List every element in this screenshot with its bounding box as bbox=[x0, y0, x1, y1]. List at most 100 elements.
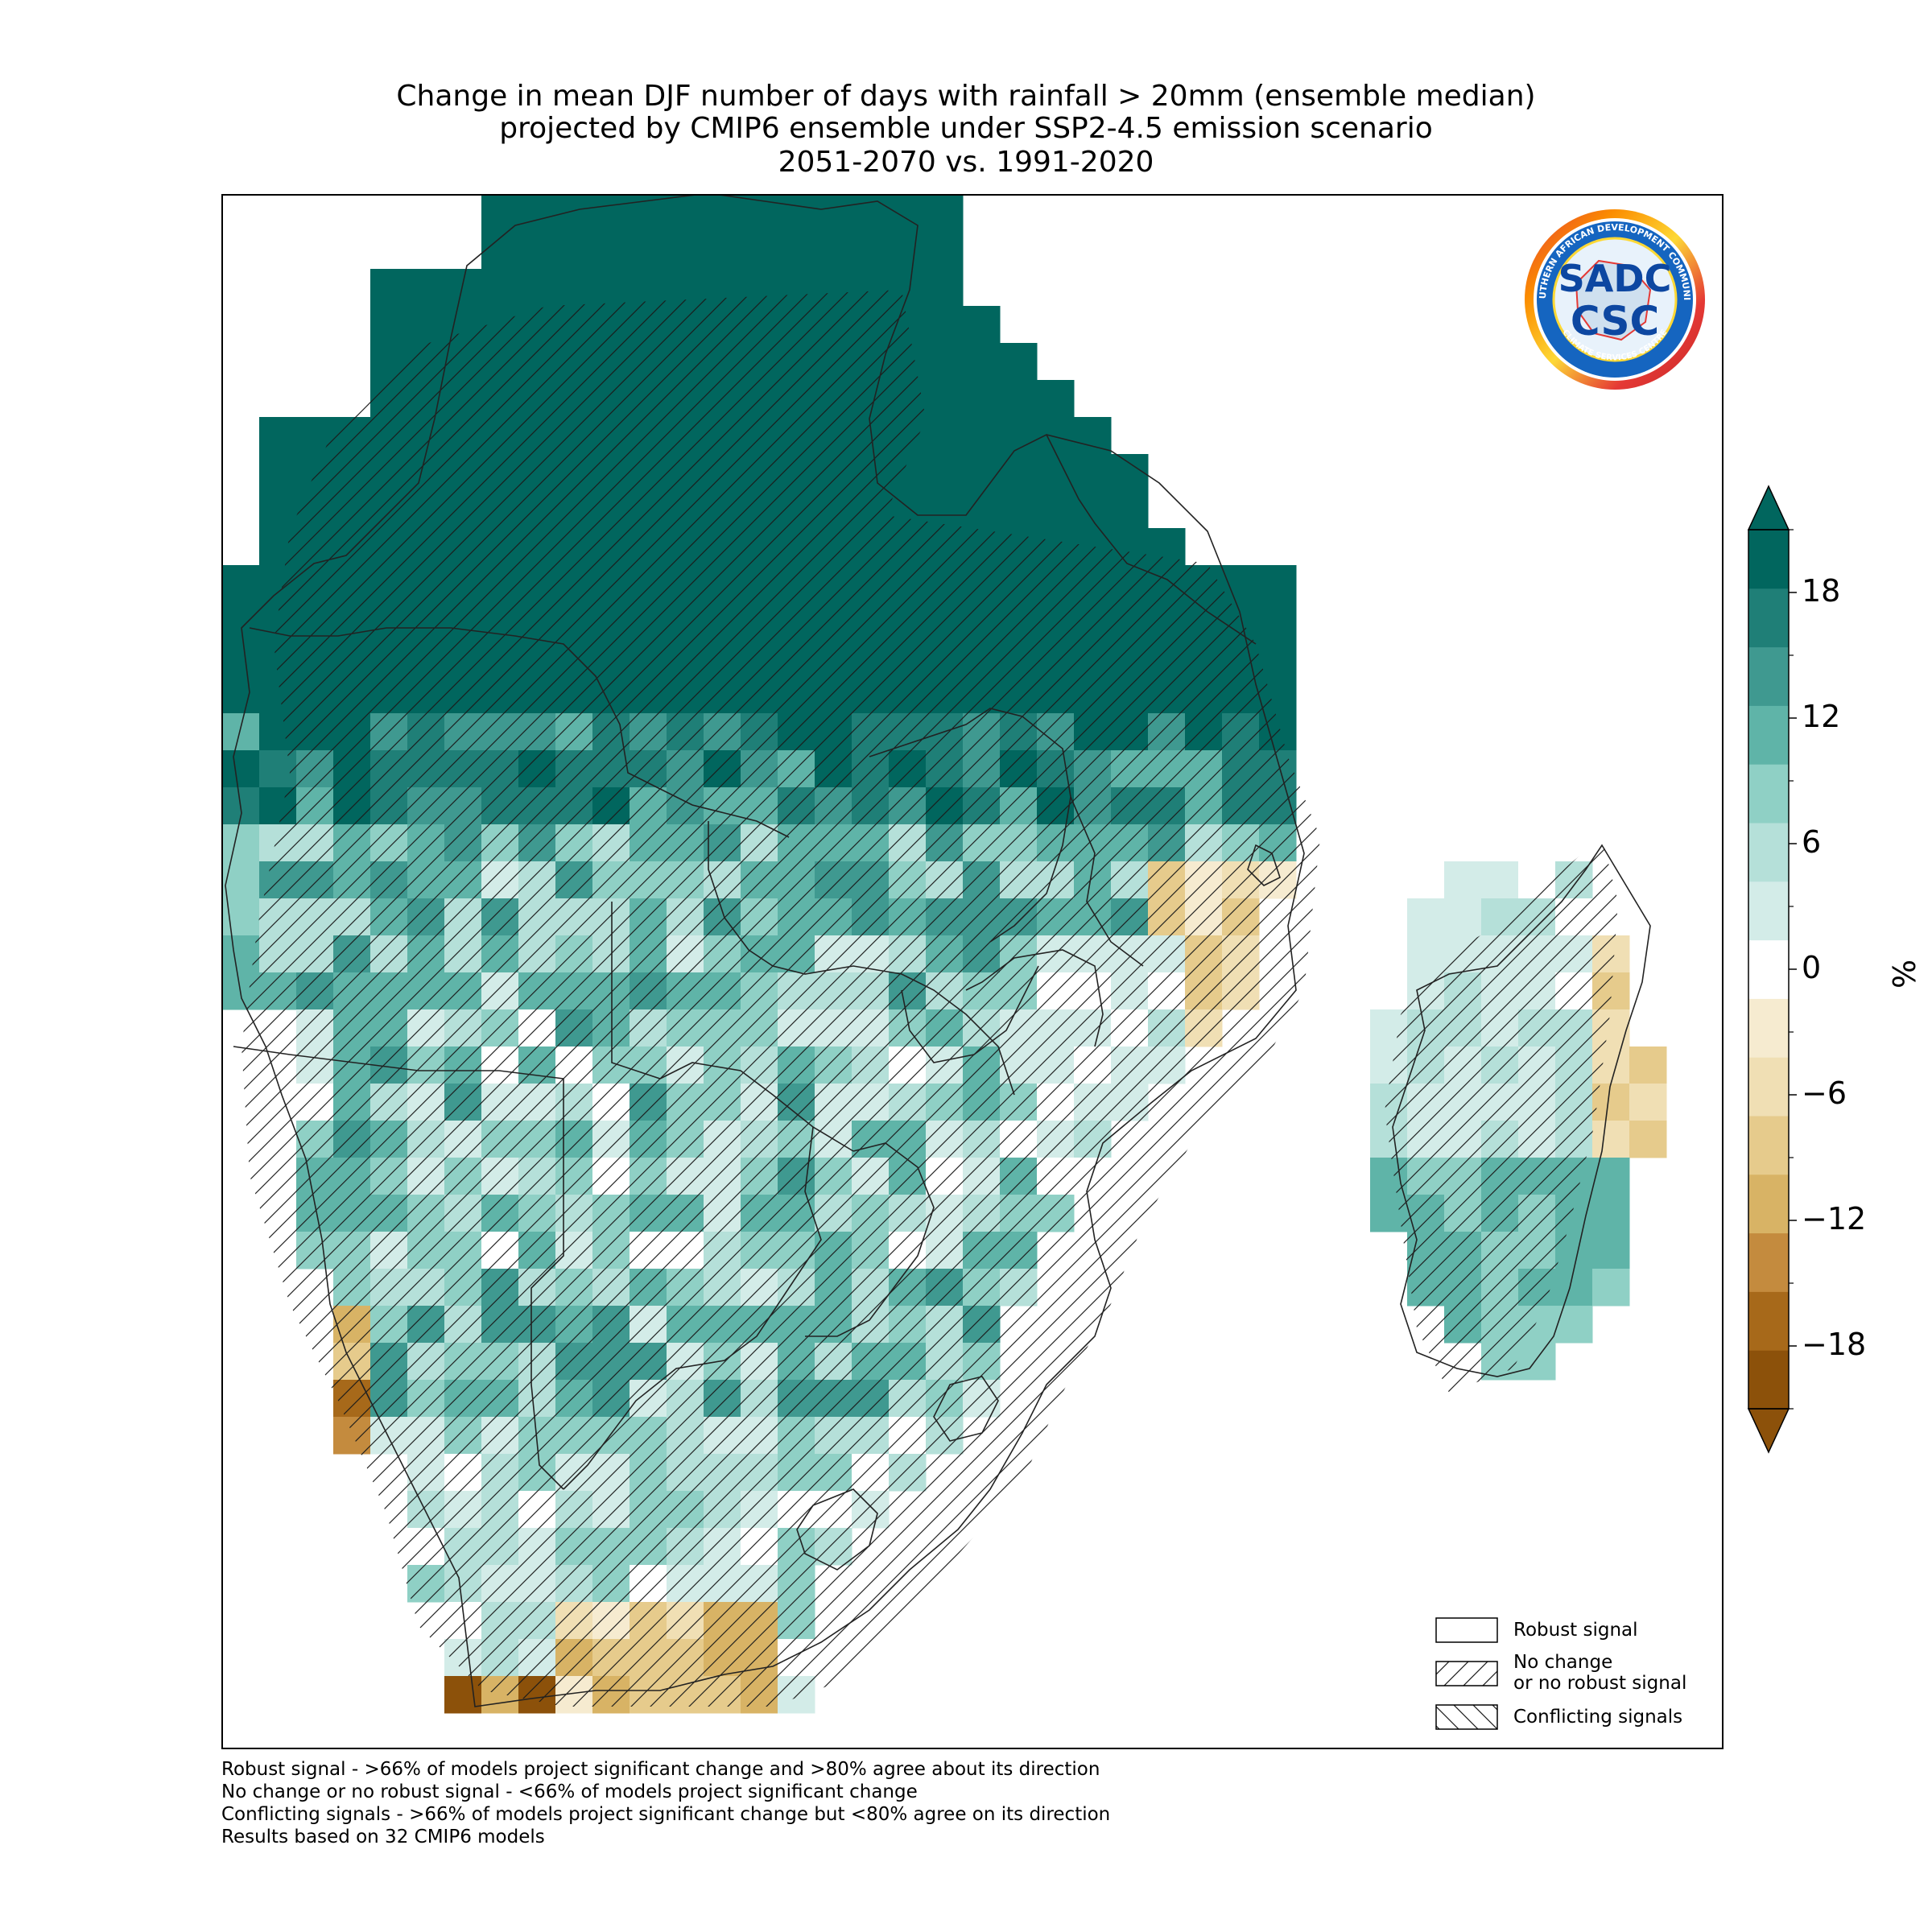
grid-cell bbox=[259, 491, 297, 529]
grid-cell bbox=[1481, 861, 1519, 899]
grid-cell bbox=[1037, 417, 1075, 455]
grid-cell bbox=[1000, 454, 1038, 492]
grid-cell bbox=[444, 269, 482, 307]
grid-cell bbox=[815, 232, 852, 270]
grid-cell bbox=[852, 195, 890, 233]
grid-cell bbox=[963, 417, 1001, 455]
grid-cell bbox=[778, 195, 815, 233]
legend-conflicting-swatch bbox=[1435, 1704, 1498, 1730]
colorbar-tick-label: −18 bbox=[1802, 1327, 1867, 1362]
grid-cell bbox=[222, 713, 260, 751]
grid-cell bbox=[815, 195, 852, 233]
grid-cell bbox=[1407, 898, 1445, 936]
colorbar-tick-label: −12 bbox=[1802, 1201, 1867, 1236]
colorbar-segment bbox=[1748, 998, 1789, 1058]
grid-cell bbox=[926, 417, 964, 455]
grid-cell bbox=[1259, 602, 1297, 640]
grid-cell bbox=[222, 861, 260, 899]
grid-cell bbox=[778, 232, 815, 270]
grid-cell bbox=[259, 454, 297, 492]
grid-cell bbox=[1074, 417, 1112, 455]
grid-cell bbox=[1111, 491, 1149, 529]
grid-cell bbox=[963, 454, 1001, 492]
colorbar-segment bbox=[1748, 1291, 1789, 1351]
grid-cell bbox=[1592, 1158, 1630, 1195]
grid-cell bbox=[518, 195, 556, 233]
grid-cell bbox=[1518, 1343, 1556, 1381]
colorbar-segment bbox=[1748, 530, 1789, 589]
grid-cell bbox=[518, 232, 556, 270]
grid-cell bbox=[222, 676, 260, 714]
grid-cell bbox=[926, 380, 964, 418]
grid-cell bbox=[1629, 1121, 1667, 1158]
country-borders bbox=[225, 195, 1651, 1707]
grid-cell bbox=[222, 824, 260, 862]
colorbar-tick-label: 18 bbox=[1802, 573, 1841, 609]
grid-cell bbox=[926, 232, 964, 270]
grid-cell bbox=[222, 565, 260, 603]
grid-cell bbox=[926, 306, 964, 344]
map-title-line-2: projected by CMIP6 ensemble under SSP2-4… bbox=[499, 112, 1433, 145]
footnote-no-change: No change or no robust signal - <66% of … bbox=[221, 1781, 918, 1802]
legend-robust-label: Robust signal bbox=[1513, 1620, 1638, 1641]
legend-conflicting-label: Conflicting signals bbox=[1513, 1707, 1683, 1728]
colorbar-segment bbox=[1748, 1174, 1789, 1234]
grid-cell bbox=[1037, 491, 1075, 529]
grid-cell bbox=[555, 269, 593, 307]
grid-cell bbox=[926, 269, 964, 307]
grid-cell bbox=[1629, 1046, 1667, 1084]
grid-cell bbox=[963, 343, 1001, 381]
grid-cell bbox=[1444, 898, 1482, 936]
grid-cell bbox=[370, 306, 408, 344]
grid-cell bbox=[1000, 491, 1038, 529]
colorbar-segment bbox=[1748, 1116, 1789, 1175]
colorbar-segment bbox=[1748, 939, 1789, 999]
footnote-conflicting: Conflicting signals - >66% of models pro… bbox=[221, 1804, 1111, 1825]
grid-cell bbox=[1555, 1306, 1593, 1344]
colorbar-segment bbox=[1748, 1350, 1789, 1410]
colorbar-segment bbox=[1748, 823, 1789, 882]
grid-cell bbox=[592, 195, 630, 233]
grid-cell bbox=[1074, 491, 1112, 529]
legend-no-change-label: No change or no robust signal bbox=[1513, 1652, 1687, 1694]
colorbar-tick-label: 6 bbox=[1802, 824, 1822, 860]
map-title-line-3: 2051-2070 vs. 1991-2020 bbox=[778, 146, 1154, 179]
grid-cell bbox=[1444, 861, 1482, 899]
grid-cell bbox=[630, 269, 667, 307]
colorbar-segment bbox=[1748, 646, 1789, 706]
grid-cell bbox=[1555, 1269, 1593, 1307]
footnote-models: Results based on 32 CMIP6 models bbox=[221, 1827, 545, 1847]
grid-cell bbox=[1629, 1084, 1667, 1121]
logo-mark-top: SADC bbox=[1558, 257, 1672, 300]
grid-cell bbox=[1074, 454, 1112, 492]
grid-cell bbox=[963, 491, 1001, 529]
map-title-line-1: Change in mean DJF number of days with r… bbox=[396, 80, 1536, 113]
grid-cell bbox=[963, 380, 1001, 418]
grid-cell bbox=[370, 269, 408, 307]
grid-cell bbox=[1000, 343, 1038, 381]
grid-cell bbox=[741, 232, 778, 270]
grid-cell bbox=[222, 602, 260, 640]
grid-cell bbox=[889, 195, 927, 233]
legend-robust-swatch bbox=[1435, 1617, 1498, 1643]
grid-cell bbox=[1259, 565, 1297, 603]
legend bbox=[1435, 1617, 1498, 1730]
grid-cell bbox=[222, 639, 260, 677]
colorbar-unit-label: % bbox=[1887, 959, 1923, 989]
grid-cell bbox=[1592, 1121, 1630, 1158]
legend-no-change-swatch bbox=[1435, 1661, 1498, 1686]
grid-cell bbox=[407, 269, 445, 307]
logo-mark-bottom: CSC bbox=[1571, 298, 1659, 345]
grid-cell bbox=[926, 343, 964, 381]
grid-cell bbox=[1592, 1269, 1630, 1307]
grid-cell bbox=[1037, 380, 1075, 418]
colorbar-segment bbox=[1748, 881, 1789, 941]
grid-cell bbox=[667, 195, 704, 233]
grid-cell bbox=[259, 417, 297, 455]
sadc-csc-logo: SADC CSC SOUTHERN AFRICAN DEVELOPMENT CO… bbox=[1525, 209, 1705, 390]
grid-cell bbox=[407, 306, 445, 344]
grid-cell bbox=[889, 232, 927, 270]
grid-cell bbox=[518, 269, 556, 307]
colorbar-segment bbox=[1748, 705, 1789, 765]
colorbar-min-extension bbox=[1747, 1408, 1790, 1454]
